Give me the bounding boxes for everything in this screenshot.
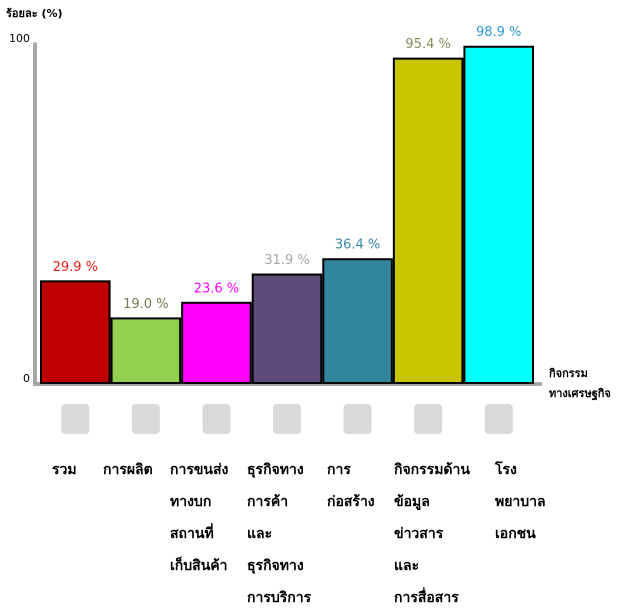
x-tick-label: ข้อมูล xyxy=(394,494,430,510)
bar xyxy=(323,259,392,383)
category-icon xyxy=(414,404,442,434)
category-icon xyxy=(202,404,230,434)
category-icon xyxy=(344,404,372,434)
x-tick-label: เอกชน xyxy=(495,526,536,542)
value-label: 31.9 % xyxy=(264,253,309,268)
x-tick-label: การบริการ xyxy=(247,590,312,606)
value-label: 95.4 % xyxy=(405,37,450,52)
bar xyxy=(253,275,322,383)
x-tick-label: การค้า xyxy=(247,494,288,510)
x-tick-label: โรง xyxy=(494,460,517,478)
category-icon xyxy=(485,404,513,434)
bar xyxy=(112,318,181,383)
value-label: 98.9 % xyxy=(476,25,521,40)
value-label: 23.6 % xyxy=(194,281,239,296)
x-tick-label: และ xyxy=(247,526,272,542)
x-tick-label: ทางบก xyxy=(170,494,211,510)
value-label: 29.9 % xyxy=(53,260,98,275)
bar xyxy=(394,59,463,383)
bar xyxy=(41,281,110,383)
x-tick-label: การผลิต xyxy=(103,462,153,478)
x-tick-label: ก่อสร้าง xyxy=(327,494,375,510)
category-icon xyxy=(273,404,301,434)
x-tick-label: สถานที่ xyxy=(170,523,214,542)
x-tick-label: พยาบาล xyxy=(495,494,546,510)
value-label: 19.0 % xyxy=(123,297,168,312)
x-tick-label: ธุรกิจทาง xyxy=(247,558,304,574)
bar xyxy=(182,303,251,383)
y-tick-label: 0 xyxy=(23,372,30,385)
x-tick-label: การสื่อสาร xyxy=(394,587,459,606)
chart: ร้อยละ (%) 0 100 กิจกรรมทางเศรษฐกิจ 29.9 % ร… xyxy=(0,0,627,611)
value-label: 36.4 % xyxy=(335,238,380,253)
x-axis-label: กิจกรรม xyxy=(549,367,588,380)
category-icon xyxy=(61,404,89,434)
x-tick-label: รวม xyxy=(52,462,77,478)
x-tick-label: เก็บสินค้า xyxy=(170,556,228,574)
x-axis-label: ทางเศรษฐกิจ xyxy=(549,387,611,401)
x-tick-label: ธุรกิจทาง xyxy=(247,462,304,478)
x-tick-label: ข่าวสาร xyxy=(394,526,444,542)
x-tick-label: และ xyxy=(394,558,419,574)
y-tick-label: 100 xyxy=(9,32,30,45)
bar xyxy=(464,47,533,383)
y-axis-label: ร้อยละ (%) xyxy=(6,7,63,20)
x-tick-label: การขนส่ง xyxy=(170,462,229,478)
category-icon xyxy=(132,404,160,434)
x-tick-label: กิจกรรมด้าน xyxy=(393,462,470,478)
x-tick-label: การ xyxy=(327,462,351,478)
